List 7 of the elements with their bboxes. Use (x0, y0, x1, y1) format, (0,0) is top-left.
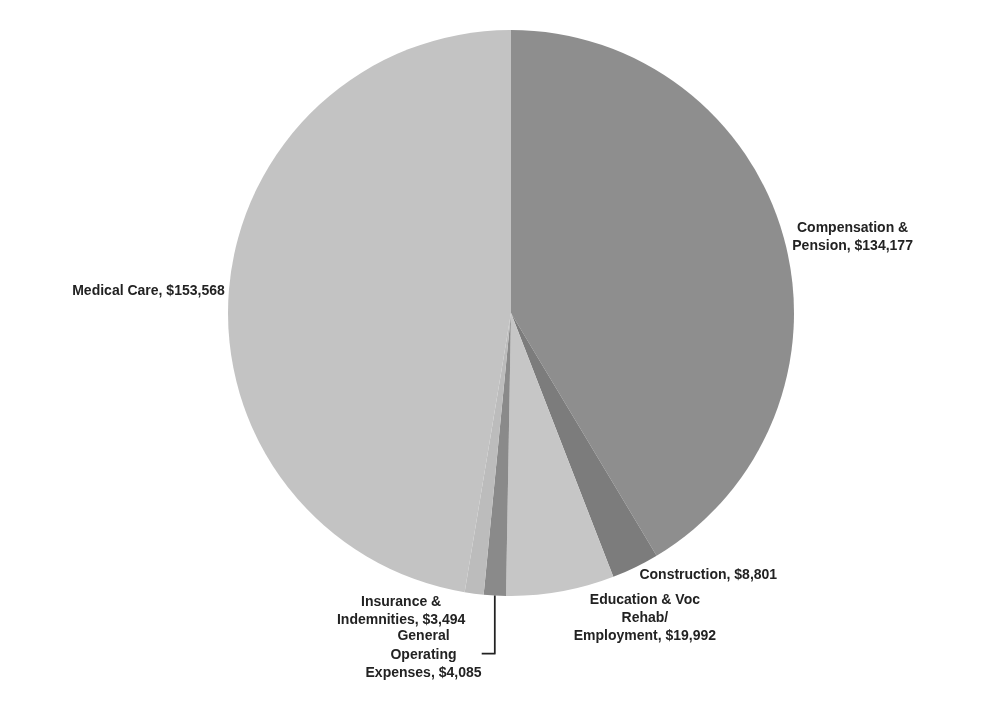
pie-slice (511, 30, 794, 556)
slice-label: General Operating Expenses, $4,085 (365, 627, 482, 680)
slice-label: Compensation & Pension, $134,177 (792, 219, 914, 254)
slice-label: Construction, $8,801 (639, 565, 778, 582)
slice-label: Medical Care, $153,568 (72, 281, 225, 298)
slice-label: Education & Voc Rehab/ Employment, $19,992 (573, 590, 717, 644)
slice-label: Insurance & Indemnities, $3,494 (336, 593, 466, 628)
